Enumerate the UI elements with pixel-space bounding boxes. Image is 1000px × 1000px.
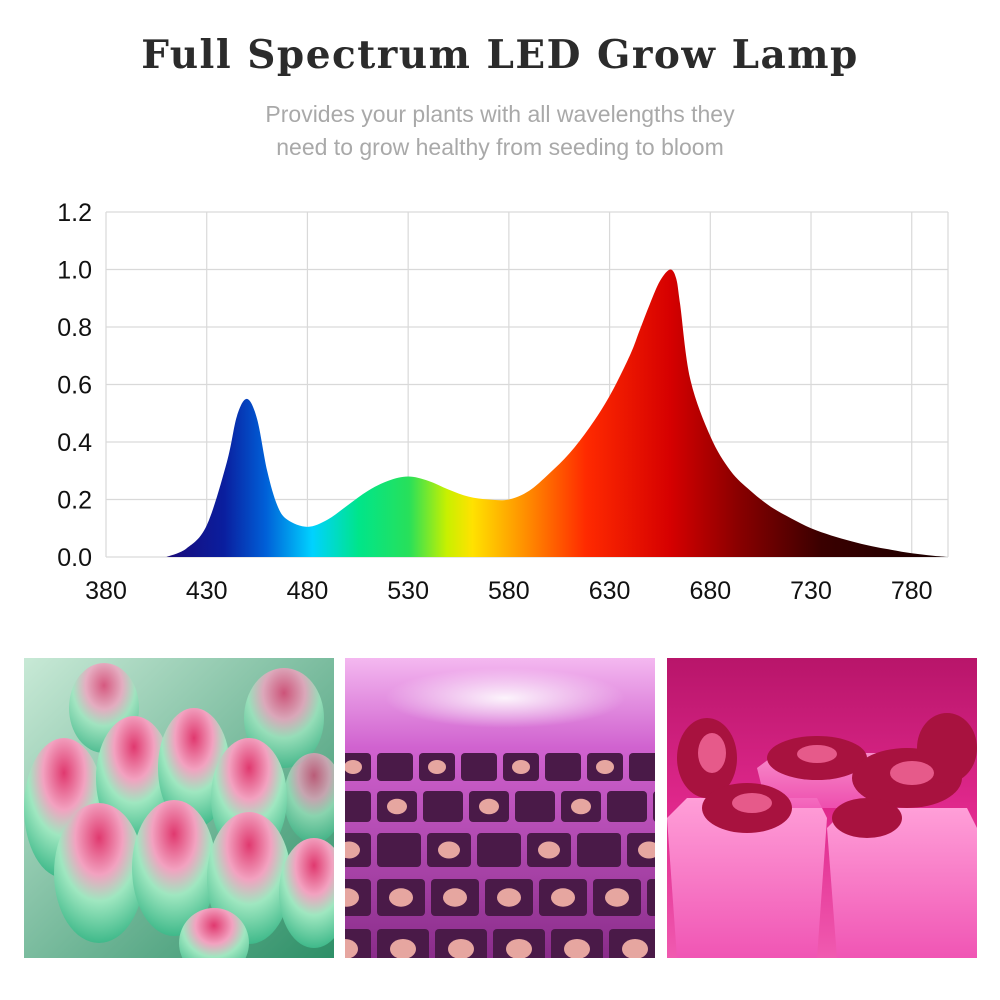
seedling-sprout [538,841,560,859]
seedling-sprout [390,939,416,958]
seedling-sprout [564,939,590,958]
tray-cell [423,791,463,822]
subtitle-line-2: need to grow healthy from seeding to blo… [276,134,724,160]
tray-cell [545,753,581,781]
x-tick-label: 480 [287,577,329,605]
x-tick-label: 380 [85,577,127,605]
seedling-sprout [345,841,360,859]
tray-cell [477,833,521,867]
tray-cell [461,753,497,781]
tray-cell [345,791,371,822]
spectrum-area [166,269,949,557]
x-tick-label: 630 [589,577,631,605]
seedling-trays-photo [345,658,655,958]
seedling-sprout [345,939,358,958]
tray-cell [653,791,655,822]
y-tick-label: 0.0 [57,544,92,572]
tray-cell [629,753,655,781]
seedling-tray-cells [345,753,655,958]
page-title: Full Spectrum LED Grow Lamp [141,32,859,78]
potted-succulents-photo [667,658,977,958]
seedling-sprout [512,760,530,774]
y-tick-label: 0.4 [57,429,92,457]
seedling-sprout [345,760,362,774]
y-tick-label: 0.2 [57,487,92,515]
y-axis-ticks: 0.0 0.2 0.4 0.6 0.8 1.0 1.2 [57,199,92,572]
seedling-sprout [389,888,413,907]
seedling-trays-image [345,658,655,958]
spectrum-chart: 380 430 480 530 580 630 680 730 780 0.0 0.2 0.4 0.6… [57,199,949,605]
seedling-sprout [638,841,655,859]
seedling-sprout [497,888,521,907]
x-axis-ticks: 380 430 480 530 580 630 680 730 780 [85,577,932,605]
tray-cell [515,791,555,822]
x-tick-label: 680 [689,577,731,605]
seedling-sprout [571,798,591,815]
seedling-sprout [443,888,467,907]
seedling-sprout [622,939,648,958]
page-subtitle: Provides your plants with all wavelength… [200,98,800,164]
seedling-sprout [596,760,614,774]
seedling-sprout [387,798,407,815]
y-tick-label: 1.0 [57,257,92,285]
seedling-sprout [605,888,629,907]
seedling-sprout [345,888,359,907]
x-tick-label: 580 [488,577,530,605]
seedling-sprout [551,888,575,907]
y-tick-label: 0.6 [57,372,92,400]
tray-cell [377,833,421,867]
seedling-sprout [506,939,532,958]
tray-cell [647,879,655,916]
x-tick-label: 530 [387,577,429,605]
x-tick-label: 430 [186,577,228,605]
potted-succulents-image [667,658,977,958]
succulent-closeup-image [24,658,334,958]
x-tick-label: 730 [790,577,832,605]
y-tick-label: 1.2 [57,199,92,227]
tray-cell [607,791,647,822]
seedling-sprout [438,841,460,859]
x-tick-label: 780 [891,577,933,605]
subtitle-line-1: Provides your plants with all wavelength… [265,101,735,127]
seedling-sprout [428,760,446,774]
tray-cell [577,833,621,867]
seedling-sprout [479,798,499,815]
succulent-closeup-photo [24,658,334,958]
tray-cell [377,753,413,781]
seedling-sprout [448,939,474,958]
y-tick-label: 0.8 [57,314,92,342]
